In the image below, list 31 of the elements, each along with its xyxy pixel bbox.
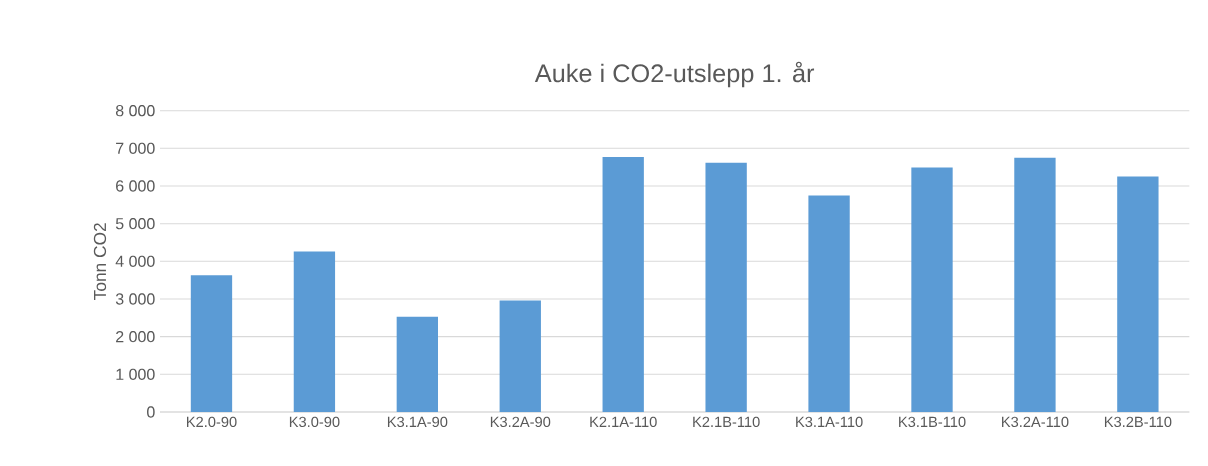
bar (396, 316, 439, 412)
y-tick-label: 0 (147, 406, 155, 418)
bar (1117, 176, 1159, 412)
x-tick-label: K3.1B-110 (899, 416, 966, 428)
x-tick-label: K3.1A-110 (796, 416, 863, 428)
y-tick-label: 6 000 (116, 180, 155, 192)
x-tick-label: K3.0-90 (289, 416, 340, 428)
y-tick-label: 8 000 (115, 105, 155, 117)
y-tick-label: 2 000 (116, 331, 155, 343)
y-tick-label: 7 000 (116, 142, 155, 154)
bar (705, 162, 747, 412)
y-tick-label: 3 000 (115, 293, 155, 305)
x-tick-label: K3.2A-90 (490, 416, 551, 428)
bar (911, 167, 953, 412)
chart-title: Auke i CO2-utslepp 1. år (534, 61, 815, 88)
y-tick-label: 1 000 (116, 368, 155, 380)
bar (190, 275, 233, 412)
bar (602, 156, 644, 412)
bar (499, 300, 541, 412)
bar (808, 195, 850, 412)
x-tick-label: K2.1A-110 (590, 416, 657, 428)
x-tick-label: K3.2A-110 (1002, 416, 1069, 428)
x-tick-label: K2.0-90 (187, 416, 237, 428)
x-tick-label: K3.2B-110 (1104, 416, 1172, 428)
bar (1014, 157, 1056, 412)
y-axis-title: Tonn CO2 (93, 223, 107, 300)
y-tick-label: 5 000 (115, 218, 155, 230)
y-tick-label: 4 000 (115, 255, 155, 267)
bar (293, 251, 336, 412)
x-tick-label: K3.1A-90 (387, 416, 448, 428)
x-tick-label: K2.1B-110 (693, 416, 760, 428)
